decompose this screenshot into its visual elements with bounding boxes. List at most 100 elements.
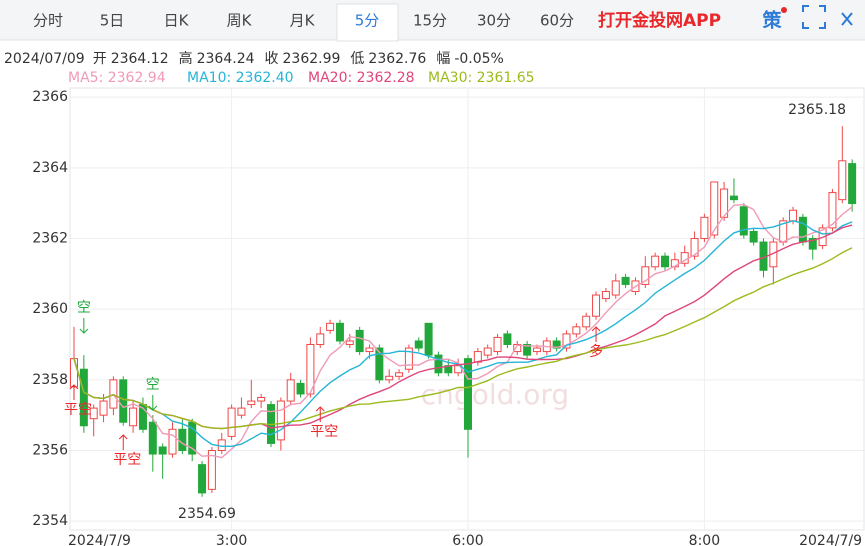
candle-body: [89, 407, 98, 420]
signal-label: 空: [77, 300, 91, 316]
candle-body: [621, 276, 630, 285]
candle-body: [661, 255, 669, 268]
candle-body: [148, 421, 157, 455]
tab[interactable]: 月K: [290, 12, 316, 30]
candle-body: [395, 372, 404, 377]
tab[interactable]: 分时: [33, 12, 63, 30]
candle-body: [326, 322, 335, 331]
y-tick-label: 2358: [32, 372, 68, 388]
y-tick-label: 2354: [32, 513, 68, 529]
candle-body: [838, 160, 847, 201]
ma-line: [73, 203, 853, 459]
strategy-button[interactable]: 策: [762, 9, 782, 32]
info-value: 2364.12: [111, 51, 169, 67]
candle-body: [414, 340, 423, 349]
candle-body: [227, 407, 236, 437]
fullscreen-icon[interactable]: [802, 5, 826, 29]
x-tick-label: 2024/7/9: [68, 533, 131, 546]
candle-body: [651, 255, 660, 268]
candle-body: [483, 347, 492, 356]
candle-body: [798, 216, 807, 243]
candle-body: [601, 291, 610, 300]
x-tick-label: 8:00: [689, 533, 720, 546]
info-label: 幅: [436, 51, 450, 67]
candle-body: [119, 379, 128, 423]
candle-body: [720, 188, 729, 218]
candle-body: [532, 347, 541, 353]
signal-arrow-head: [69, 384, 79, 390]
y-tick-label: 2362: [32, 231, 68, 247]
x-tick-label: 3:00: [216, 533, 247, 546]
candle-body: [700, 216, 709, 240]
tab[interactable]: 周K: [227, 12, 253, 30]
badge: [781, 7, 787, 13]
candle-body: [79, 368, 88, 427]
candle-body: [237, 407, 246, 416]
y-tick-label: 2364: [32, 160, 68, 176]
signal-arrow-head: [79, 328, 89, 334]
collapse-icon[interactable]: [841, 12, 853, 26]
candle-body: [464, 358, 472, 430]
x-tick-label: 6:00: [452, 533, 483, 546]
candle-body: [247, 400, 256, 406]
ma-legend-entry: MA10: 2362.40: [187, 70, 294, 86]
ma-legend-entry: MA5: 2362.94: [68, 70, 166, 86]
watermark: cngold.org: [421, 378, 569, 411]
tab[interactable]: 5分: [355, 12, 380, 30]
ma-legend-entry: MA20: 2362.28: [308, 70, 415, 86]
candle-body: [749, 230, 758, 243]
info-date: 2024/07/09: [4, 51, 85, 67]
signal-label: 平空: [64, 402, 92, 418]
y-tick-label: 2366: [32, 89, 68, 105]
candle-body: [739, 206, 748, 236]
candle-body: [493, 336, 502, 353]
candle-body: [404, 347, 413, 370]
candle-body: [690, 238, 699, 257]
signal-arrow-head: [118, 434, 128, 440]
candle-body: [789, 209, 798, 222]
candle-body: [572, 326, 581, 335]
active-tab: [336, 3, 399, 42]
candle-body: [523, 344, 532, 356]
candle-body: [345, 340, 354, 346]
info-label: 开: [93, 51, 107, 67]
plot: 2354 2356 2358 2360 2362 2364 2366 2024/7/9 3:00…: [32, 87, 865, 546]
signal-label: 空: [146, 377, 160, 393]
y-tick-label: 2360: [32, 301, 68, 317]
ma-legend-entry: MA30: 2361.65: [428, 70, 535, 86]
candle-body: [562, 333, 571, 349]
candle-body: [434, 354, 443, 374]
candle-body: [710, 181, 719, 236]
candle-body: [828, 192, 837, 229]
candle-body: [503, 333, 512, 346]
low-label: 2354.69: [178, 506, 236, 522]
signal-arrow-head: [591, 326, 601, 332]
candle-body: [365, 347, 374, 353]
candle-body: [198, 464, 207, 494]
info-value: 2364.24: [197, 51, 255, 67]
candle-body: [582, 315, 591, 328]
candle-body: [296, 382, 305, 395]
signal-label: 多: [589, 343, 603, 360]
candle-body: [729, 195, 738, 201]
candle-body: [424, 322, 433, 356]
tab[interactable]: 15分: [413, 12, 447, 30]
candle-body: [552, 340, 561, 349]
tab[interactable]: 日K: [164, 12, 190, 30]
candle-body: [257, 397, 266, 402]
tab[interactable]: 60分: [540, 12, 574, 30]
signal-label: 平空: [113, 452, 141, 468]
tab[interactable]: 5日: [100, 12, 125, 30]
signal-arrow-head: [148, 405, 158, 411]
info-label: 收: [265, 51, 279, 67]
info-value: 2362.76: [368, 51, 426, 67]
ma-line: [73, 220, 853, 447]
tab-bar: [0, 0, 865, 40]
candle-body: [611, 280, 620, 296]
candle-body: [385, 375, 394, 381]
candle-body: [335, 322, 344, 342]
tab[interactable]: 30分: [477, 12, 511, 30]
candle-body: [808, 238, 817, 250]
candle-body: [641, 266, 650, 285]
app-link[interactable]: 打开金投网APP: [598, 10, 721, 31]
